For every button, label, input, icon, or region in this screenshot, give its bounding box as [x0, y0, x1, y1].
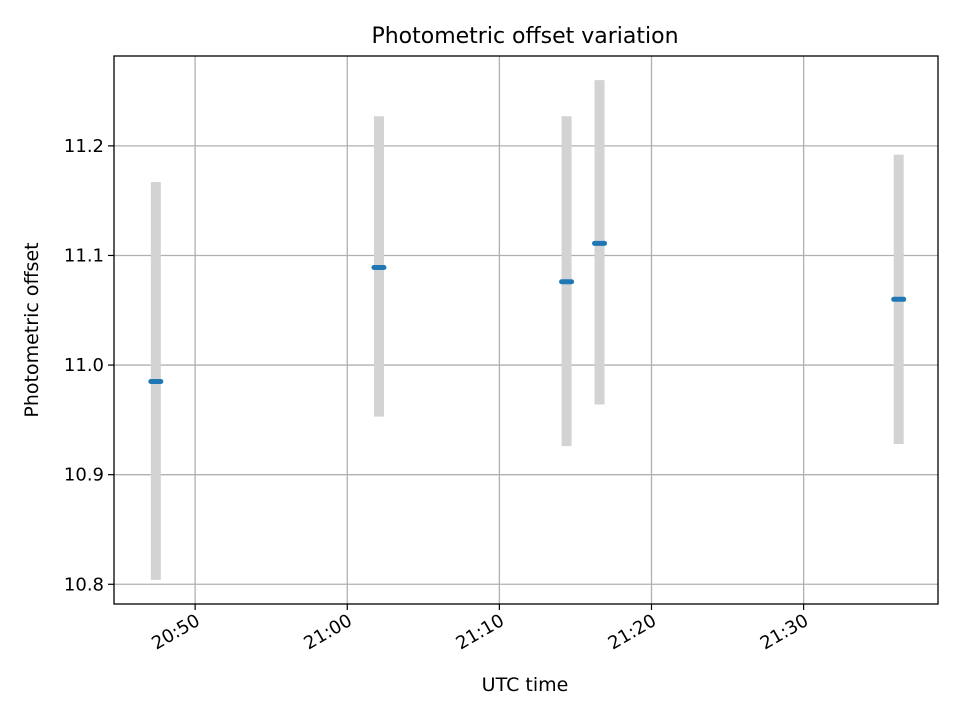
x-tick-label: 21:20 [605, 610, 660, 654]
y-tick-label: 10.9 [64, 465, 104, 486]
x-tick-label: 21:00 [300, 610, 355, 654]
y-tick-label: 11.1 [64, 245, 104, 266]
y-axis-label: Photometric offset [21, 242, 43, 417]
grid-lines [114, 56, 938, 604]
plot-frame [113, 55, 939, 605]
data-points [148, 240, 907, 385]
error-bars [150, 80, 904, 580]
x-axis-label: UTC time [482, 674, 569, 696]
x-tick-label: 21:10 [452, 610, 507, 654]
y-tick-label: 11.0 [64, 355, 104, 376]
chart-title: Photometric offset variation [371, 24, 678, 49]
axis-ticks: 20:50 21:00 21:10 21:20 21:30 10.8 10.9 11.0 11.… [64, 136, 812, 654]
x-tick-label: 20:50 [148, 610, 203, 654]
y-tick-label: 10.8 [64, 574, 104, 595]
y-tick-label: 11.2 [64, 136, 104, 157]
x-tick-label: 21:30 [757, 610, 812, 654]
